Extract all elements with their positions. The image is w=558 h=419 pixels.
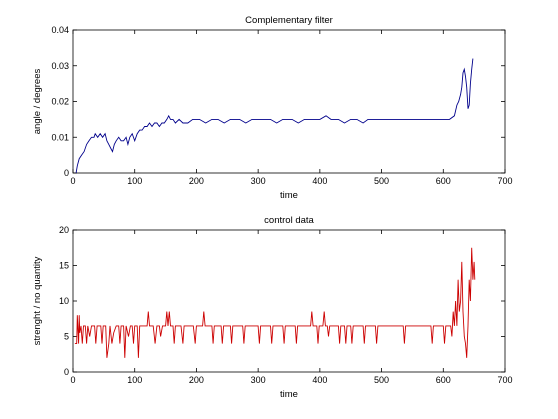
x-tick-label: 400: [312, 375, 327, 385]
x-tick-label: 700: [497, 176, 512, 186]
x-tick-label: 200: [189, 176, 204, 186]
y-tick-label: 0: [64, 367, 69, 377]
x-tick-label: 700: [497, 375, 512, 385]
x-tick-label: 400: [312, 176, 327, 186]
x-tick-label: 600: [436, 375, 451, 385]
y-axis-label: angle / degrees: [32, 69, 43, 135]
x-axis-label: time: [280, 190, 298, 201]
y-tick-label: 10: [59, 296, 69, 306]
y-tick-label: 0.01: [51, 132, 69, 142]
x-tick-label: 500: [374, 375, 389, 385]
x-axis-label: time: [280, 389, 298, 400]
y-tick-label: 20: [59, 225, 69, 235]
y-tick-label: 0: [64, 168, 69, 178]
chart-title: control data: [264, 215, 314, 226]
x-tick-label: 300: [251, 176, 266, 186]
axes-box: [72, 229, 506, 373]
y-tick-label: 0.02: [51, 97, 69, 107]
chart-title: Complementary filter: [245, 15, 333, 26]
x-tick-label: 100: [127, 176, 142, 186]
y-axis-label: strenght / no quantity: [32, 256, 43, 345]
plot-complementary-filter: 0 100 200 300 400 500 600 700 0 0.01 0.02 0.03 0.04 C…: [32, 15, 513, 201]
x-tick-label: 500: [374, 176, 389, 186]
x-tick-label: 100: [127, 375, 142, 385]
y-tick-label: 0.03: [51, 61, 69, 71]
axes-box: [72, 29, 506, 174]
y-tick-label: 5: [64, 332, 69, 342]
x-tick-label: 300: [251, 375, 266, 385]
x-tick-label: 200: [189, 375, 204, 385]
series-line: [75, 58, 474, 174]
x-tick-label: 600: [436, 176, 451, 186]
y-tick-label: 15: [59, 261, 69, 271]
x-tick-label: 0: [70, 176, 75, 186]
y-tick-label: 0.04: [51, 25, 69, 35]
series-line: [74, 247, 476, 358]
plot-control-data: 0 100 200 300 400 500 600 700 0 5 10 15 20 control da…: [32, 215, 513, 400]
x-tick-label: 0: [70, 375, 75, 385]
